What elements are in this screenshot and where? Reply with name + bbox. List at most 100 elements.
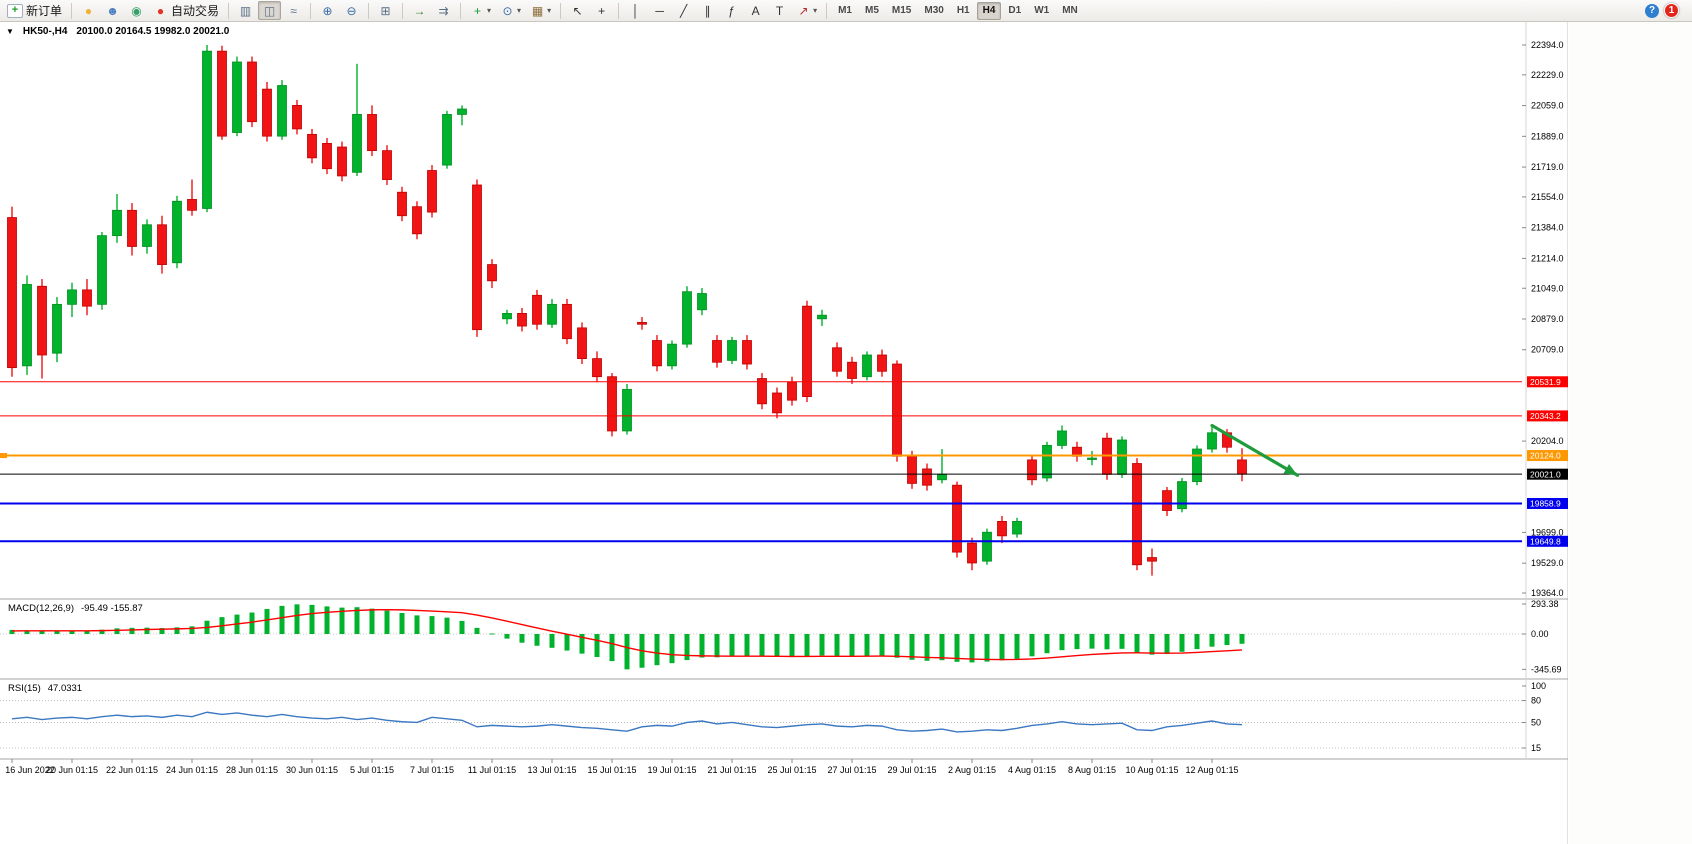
auto-scroll-button[interactable]: →	[408, 1, 431, 20]
vertical-line-icon: │	[631, 3, 640, 18]
chart-shift-icon: ⇉	[438, 3, 449, 18]
text-button[interactable]: A	[744, 1, 767, 20]
x-axis-label: 2 Aug 01:15	[948, 765, 996, 775]
arrow-shapes-icon: ↗	[798, 3, 809, 18]
macd-bar	[804, 634, 810, 657]
tile-windows-icon: ⊞	[380, 3, 391, 18]
trendline-button[interactable]: ╱	[672, 1, 695, 20]
chart-canvas[interactable]: 22394.0 22229.0 22059.0 21889.0 21719.0 21554…	[0, 22, 1568, 844]
x-axis-label: 21 Jul 01:15	[707, 765, 756, 775]
macd-bar	[609, 634, 615, 662]
bar-chart-icon: ▥	[239, 3, 252, 18]
label-button[interactable]: T	[768, 1, 791, 20]
indicators-plus-icon: +	[474, 3, 482, 18]
y-axis-label: 21214.0	[1531, 253, 1564, 263]
macd-bar	[939, 634, 945, 661]
fibonacci-icon: ƒ	[728, 3, 735, 18]
timeframe-button-w1[interactable]: W1	[1034, 5, 1050, 16]
community-button[interactable]: ◉	[125, 1, 148, 20]
crosshair-button[interactable]: +	[590, 1, 613, 20]
toolbar-separator	[310, 2, 312, 19]
macd-bar	[249, 612, 255, 634]
x-axis-label: 12 Aug 01:15	[1185, 765, 1238, 775]
cursor-button[interactable]: ↖	[566, 1, 589, 20]
fibonacci-button[interactable]: ƒ	[720, 1, 743, 20]
zoom-in-button[interactable]: ⊕	[316, 1, 339, 20]
notification-badge[interactable]: 1	[1664, 3, 1679, 18]
periods-button[interactable]: ⊙ ▾	[496, 1, 525, 20]
profile-button[interactable]: ☻	[101, 1, 124, 20]
macd-bar	[369, 608, 375, 634]
horizontal-line-button[interactable]: ─	[648, 1, 671, 20]
help-button[interactable]: ?	[1645, 3, 1659, 18]
y-axis-label: 22059.0	[1531, 101, 1564, 111]
macd-bar	[759, 634, 765, 656]
macd-bar	[1059, 634, 1065, 651]
rsi-value: 47.0331	[47, 683, 83, 694]
auto-scroll-icon: →	[413, 3, 426, 18]
auto-trading-button[interactable]: ● 自动交易	[149, 1, 223, 20]
macd-bar	[579, 634, 585, 654]
bar-chart-button[interactable]: ▥	[234, 1, 257, 20]
y-axis-label: 21554.0	[1531, 192, 1564, 202]
macd-bar	[1089, 634, 1095, 649]
candlestick-icon: ◫	[263, 3, 276, 18]
one-click-trading-toggle[interactable]: ▼	[6, 27, 14, 36]
window-right-gutter	[1569, 22, 1692, 844]
price-badge-label: 20531.9	[1530, 377, 1561, 387]
macd-bar	[924, 634, 930, 661]
candle	[202, 50, 212, 209]
timeframe-button-d1[interactable]: D1	[1008, 5, 1022, 16]
x-axis-label: 27 Jul 01:15	[827, 765, 876, 775]
channel-button[interactable]: ∥	[696, 1, 719, 20]
horizontal-line-icon: ─	[655, 3, 664, 18]
shapes-button[interactable]: ↗ ▾	[792, 1, 821, 20]
globe-icon: ◉	[131, 3, 142, 18]
templates-button[interactable]: ▦ ▾	[526, 1, 555, 20]
macd-bar	[999, 634, 1005, 661]
chart-shift-button[interactable]: ⇉	[432, 1, 455, 20]
cursor-arrow-icon: ↖	[572, 3, 583, 18]
trend-arrow[interactable]	[1210, 423, 1300, 477]
zoom-out-button[interactable]: ⊖	[340, 1, 363, 20]
candle	[967, 542, 977, 564]
price-badge-label: 19858.9	[1530, 499, 1561, 509]
candle	[442, 114, 452, 166]
price-panel	[0, 45, 1522, 576]
y-axis-label: 21889.0	[1531, 131, 1564, 141]
candle	[427, 170, 437, 213]
timeframe-button-h1[interactable]: H1	[956, 5, 970, 16]
new-order-button[interactable]: + 新订单	[3, 1, 66, 20]
line-chart-button[interactable]: ≈	[282, 1, 305, 20]
timeframe-button-m30[interactable]: M30	[924, 5, 944, 16]
candle	[412, 206, 422, 235]
timeframe-button-m5[interactable]: M5	[865, 5, 879, 16]
candle	[592, 358, 602, 378]
template-icon: ▦	[531, 3, 544, 18]
x-axis-label: 29 Jul 01:15	[887, 765, 936, 775]
candle	[1147, 557, 1157, 562]
x-axis-label: 19 Jul 01:15	[647, 765, 696, 775]
vertical-line-button[interactable]: │	[624, 1, 647, 20]
timeframe-button-h4[interactable]: H4	[976, 1, 1002, 20]
macd-bar	[699, 634, 705, 658]
macd-bar	[1029, 634, 1035, 657]
candle	[877, 354, 887, 372]
toolbar-separator	[618, 2, 620, 19]
macd-bar	[1074, 634, 1080, 650]
candle	[562, 303, 572, 340]
timeframe-button-m15[interactable]: M15	[891, 5, 912, 16]
mql5-button[interactable]: ●	[77, 1, 100, 20]
macd-bar	[144, 627, 150, 634]
timeframe-button-mn[interactable]: MN	[1062, 5, 1078, 16]
candle	[1207, 432, 1217, 450]
candlestick-chart-button[interactable]: ◫	[258, 1, 282, 20]
y-axis-label: 20879.0	[1531, 314, 1564, 324]
macd-bar	[489, 633, 495, 635]
macd-bar	[1179, 634, 1185, 652]
tile-windows-button[interactable]: ⊞	[374, 1, 397, 20]
indicators-button[interactable]: + ▾	[466, 1, 495, 20]
timeframe-button-m1[interactable]: M1	[838, 5, 852, 16]
